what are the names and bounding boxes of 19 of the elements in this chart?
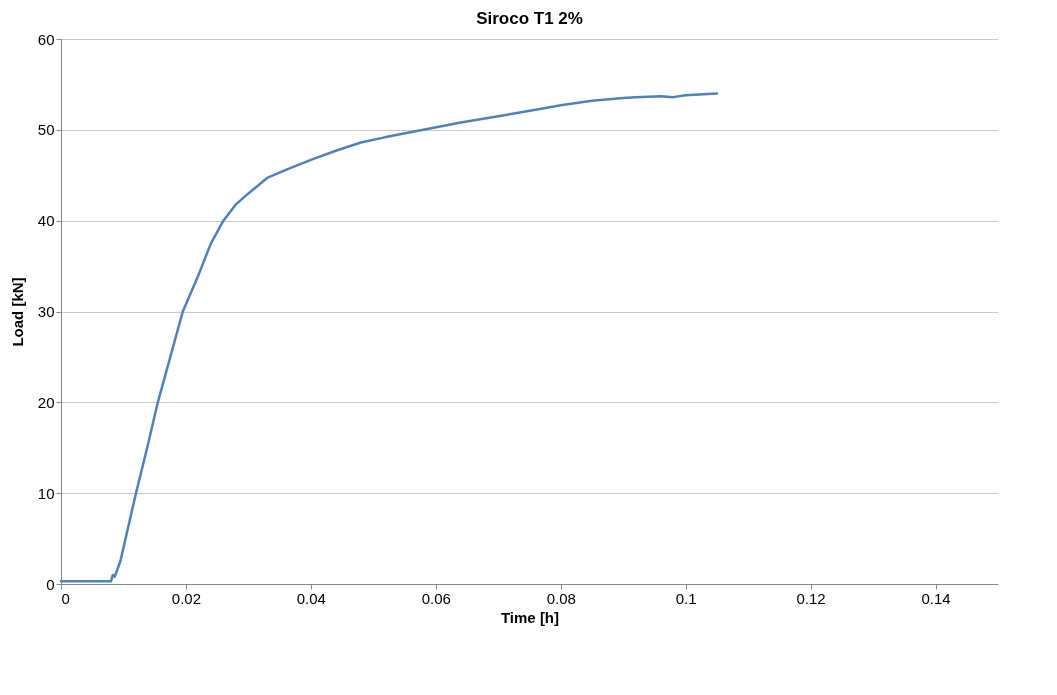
x-tick-label: 0: [61, 589, 70, 607]
y-tick-label: 50: [37, 121, 55, 139]
line-series: [59, 92, 719, 583]
x-axis-title: Time [h]: [500, 608, 560, 626]
y-tick-label: 30: [37, 303, 55, 320]
x-tick-label: 0.12: [796, 589, 826, 607]
x-tick-label: 0.14: [921, 589, 951, 607]
y-tick-label: 40: [37, 212, 55, 230]
y-tick-label: 20: [37, 393, 55, 411]
chart-title: Siroco T1 2%: [476, 9, 583, 28]
y-tick-label: 10: [37, 484, 55, 502]
x-tick-label: 0.02: [171, 589, 202, 607]
x-tick-label: 0.04: [296, 589, 326, 607]
y-tick-label: 0: [46, 575, 55, 593]
x-tick-label: 0.1: [675, 589, 697, 607]
y-tick-label: 60: [37, 30, 55, 48]
y-axis-title: Load [kN]: [8, 277, 26, 347]
x-tick-label: 0.08: [546, 589, 576, 607]
x-tick-label: 0.06: [421, 589, 451, 607]
